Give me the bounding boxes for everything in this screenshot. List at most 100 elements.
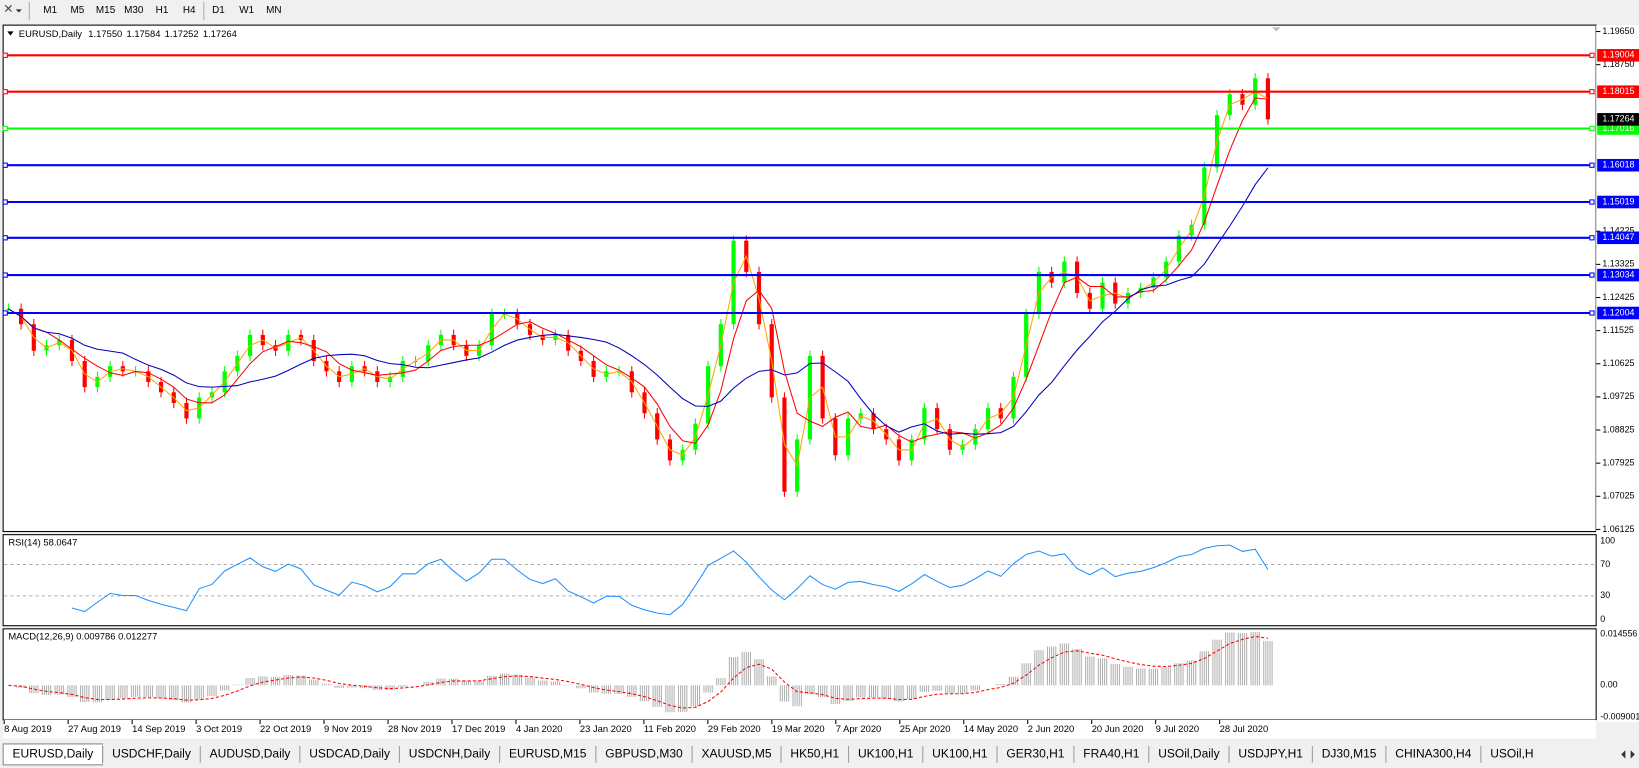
dropdown-icon[interactable] (15, 9, 22, 13)
tab-bg[interactable] (1148, 743, 1230, 765)
tab-label[interactable]: AUDUSD,Daily (210, 747, 291, 761)
tab-bg[interactable] (200, 743, 300, 765)
timeframe-button[interactable]: W1 (239, 5, 254, 16)
tab-label[interactable]: USDJPY,H1 (1238, 747, 1303, 761)
chart-tab[interactable]: USDJPY,H1 (1228, 743, 1313, 765)
chart-tab[interactable]: DJ30,M15 (1311, 743, 1386, 765)
level-handle[interactable] (1589, 199, 1595, 205)
tab-label[interactable]: CHINA300,H4 (1395, 747, 1471, 761)
tab-bg[interactable] (1073, 743, 1149, 765)
chart-tab[interactable]: HK50,H1 (780, 743, 849, 765)
timeframe-button[interactable]: D1 (212, 5, 225, 16)
timeframe-button[interactable]: H4 (183, 5, 196, 16)
tab-bg[interactable] (299, 743, 400, 765)
tab-label[interactable]: XAUUSD,M5 (702, 747, 772, 761)
tab-bg[interactable] (1480, 743, 1544, 765)
tab-bg[interactable] (1385, 743, 1481, 765)
date-label: 29 Feb 2020 (708, 723, 761, 734)
level-handle[interactable] (1589, 125, 1595, 132)
level-handle[interactable] (1589, 310, 1595, 316)
level-handle[interactable] (1589, 89, 1595, 95)
chart-tab[interactable]: AUDUSD,Daily (199, 743, 300, 765)
price-tick-label: 1.09725 (1602, 391, 1634, 401)
level-handle[interactable] (2, 199, 8, 205)
timeframe-button[interactable]: M5 (70, 5, 84, 16)
timeframe-button[interactable]: M30 (124, 5, 144, 16)
level-handle[interactable] (2, 310, 8, 316)
macd-title: MACD(12,26,9) 0.009786 0.012277 (8, 631, 157, 642)
date-label: 11 Feb 2020 (644, 723, 696, 734)
level-handle[interactable] (2, 162, 8, 168)
tab-label[interactable]: USDCNH,Daily (409, 747, 490, 761)
tab-label[interactable]: USDCAD,Daily (309, 747, 390, 761)
tab-label[interactable]: USOil,Daily (1158, 747, 1219, 761)
level-label: 1.17016 (1602, 123, 1634, 133)
chart-tab[interactable]: USOil,H (1480, 743, 1544, 765)
level-label: 1.18015 (1602, 86, 1634, 96)
level-handle[interactable] (1589, 235, 1595, 241)
timeframe-button[interactable]: M1 (43, 5, 57, 16)
level-handle[interactable] (1589, 162, 1595, 168)
level-handle[interactable] (1589, 52, 1595, 58)
timeframe-button[interactable]: MN (266, 5, 281, 16)
price-axis (1596, 25, 1639, 722)
tab-label[interactable]: EURUSD,Daily (13, 747, 94, 761)
tab-bg[interactable] (102, 743, 201, 765)
tab-bg[interactable] (595, 743, 693, 765)
chart-tab[interactable]: UK100,H1 (922, 743, 998, 765)
tab-label[interactable]: GBPUSD,M30 (605, 747, 683, 761)
chart-tab[interactable]: EURUSD,Daily (2, 743, 104, 766)
chart-tab[interactable]: GER30,H1 (996, 743, 1074, 765)
price-tick-label: 1.07025 (1602, 491, 1634, 501)
date-label: 9 Jul 2020 (1156, 723, 1199, 734)
timeframe-button[interactable]: M15 (96, 5, 116, 16)
tab-label[interactable]: UK100,H1 (858, 747, 914, 761)
chart-tab[interactable]: XAUUSD,M5 (691, 743, 782, 765)
tab-bg[interactable] (399, 743, 500, 765)
tab-bg[interactable] (997, 743, 1074, 765)
tab-bg[interactable] (1312, 743, 1386, 765)
chart-tab[interactable]: CHINA300,H4 (1385, 743, 1481, 765)
tab-label[interactable]: GER30,H1 (1006, 747, 1064, 761)
chart-tab[interactable]: USOil,Daily (1148, 743, 1230, 765)
crosshair-icon[interactable] (4, 4, 12, 12)
level-handle[interactable] (2, 52, 8, 58)
level-handle[interactable] (1589, 272, 1595, 278)
chart-tab[interactable]: USDCNH,Daily (398, 743, 500, 765)
tab-label[interactable]: USDCHF,Daily (112, 747, 191, 761)
level-handle[interactable] (2, 235, 8, 241)
chart-tab[interactable]: EURUSD,M15 (499, 743, 596, 765)
level-label: 1.14047 (1602, 232, 1634, 242)
chart-tab[interactable]: FRA40,H1 (1073, 743, 1149, 765)
tab-bg[interactable] (692, 743, 782, 765)
timeframe-button[interactable]: H1 (156, 5, 169, 16)
tab-label[interactable]: USOil,H (1490, 747, 1533, 761)
level-handle[interactable] (2, 125, 8, 132)
tab-label[interactable]: HK50,H1 (790, 747, 839, 761)
chart-tab[interactable]: USDCHF,Daily (102, 743, 201, 765)
tab-bg[interactable] (781, 743, 849, 765)
chart-tab[interactable]: GBPUSD,M30 (595, 743, 693, 765)
tab-label[interactable]: DJ30,M15 (1322, 747, 1377, 761)
chart-tab[interactable]: UK100,H1 (848, 743, 923, 765)
chart-ohlc: 1.17550 (88, 28, 122, 39)
tab-bg[interactable] (499, 743, 596, 765)
tab-scroll (1616, 743, 1639, 765)
level-handle[interactable] (2, 89, 8, 95)
tab-scroll-left[interactable] (1621, 750, 1626, 759)
level-label: 1.16018 (1602, 160, 1634, 170)
collapse-icon[interactable] (7, 31, 14, 36)
tab-scroll-right[interactable] (1630, 750, 1635, 759)
date-label: 22 Oct 2019 (260, 723, 311, 734)
tab-bg[interactable] (922, 743, 998, 765)
chart-tab[interactable]: USDCAD,Daily (299, 743, 400, 765)
tab-label[interactable]: UK100,H1 (932, 747, 988, 761)
tab-label[interactable]: EURUSD,M15 (509, 747, 587, 761)
tab-bg[interactable] (848, 743, 923, 765)
tab-bg[interactable] (1229, 743, 1313, 765)
tab-label[interactable]: FRA40,H1 (1083, 747, 1139, 761)
level-handle[interactable] (2, 272, 8, 278)
price-tick-label: 1.13325 (1602, 259, 1634, 269)
